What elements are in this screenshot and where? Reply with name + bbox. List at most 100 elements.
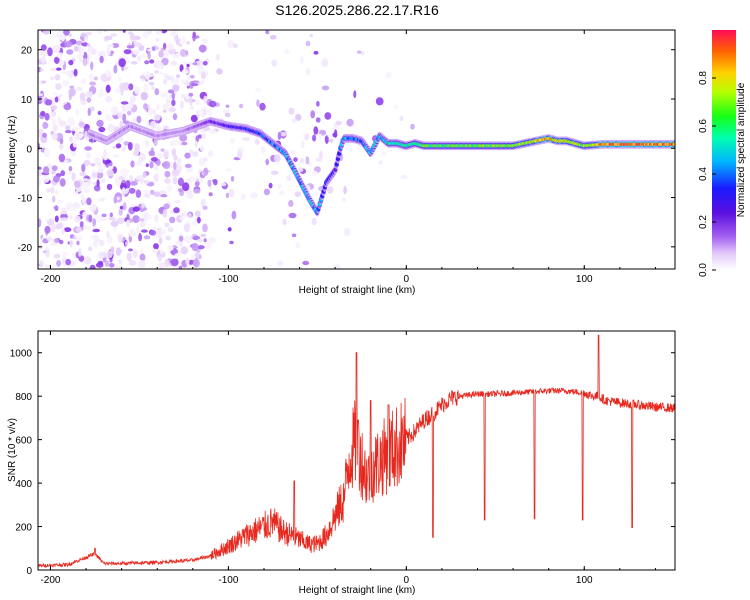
spectrogram-noise-cell xyxy=(93,76,98,81)
spectrogram-noise-cell xyxy=(118,208,123,216)
spectrogram-noise-cell xyxy=(67,171,73,175)
spectrogram-noise-cell xyxy=(326,186,334,194)
spectrogram-noise-cell xyxy=(126,45,135,49)
spectrogram-noise-cell xyxy=(137,56,141,62)
spectrogram-noise-cell xyxy=(129,95,136,103)
spectrogram-noise-cell xyxy=(184,235,192,244)
spectrogram-noise-cell xyxy=(228,188,235,198)
spectrogram-noise-cell xyxy=(154,88,160,96)
spectrogram-noise-cell xyxy=(79,92,86,101)
spectrogram-noise-cell xyxy=(59,143,64,150)
spectrogram-noise-cell xyxy=(113,64,118,74)
spectrogram-noise-cell xyxy=(90,61,94,71)
spectrogram-noise-cell xyxy=(84,130,88,140)
spectrogram-noise-cell xyxy=(41,96,45,102)
spectrogram-noise-cell xyxy=(105,69,112,78)
spectrogram-noise-cell xyxy=(80,32,86,37)
spectrogram-noise-cell xyxy=(121,179,126,184)
spectrogram-noise-cell xyxy=(200,233,207,237)
spectrogram-noise-cell xyxy=(178,43,183,48)
spectrogram-noise-cell xyxy=(188,92,194,97)
y-tick-label: 10 xyxy=(21,95,33,106)
spectrogram-noise-cell xyxy=(313,50,319,55)
spectrogram-noise-cell xyxy=(171,75,175,84)
spectrogram-noise-cell xyxy=(106,47,111,56)
spectrogram-noise-cell xyxy=(300,56,304,65)
spectrogram-noise-cell xyxy=(75,235,83,241)
spectrogram-noise-cell xyxy=(74,180,81,189)
spectrogram-noise-cell xyxy=(165,235,171,241)
spectrogram-noise-cell xyxy=(105,95,113,103)
spectrogram-noise-cell xyxy=(78,248,82,258)
spectrogram-noise-cell xyxy=(315,117,321,123)
spectrogram-noise-cell xyxy=(328,138,334,143)
spectrogram-noise-cell xyxy=(44,113,50,121)
spectrogram-noise-cell xyxy=(192,259,200,268)
spectrogram-noise-cell xyxy=(106,169,114,177)
spectrogram-noise-cell xyxy=(342,197,347,203)
spectrogram-noise-cell xyxy=(311,217,317,226)
spectrogram-noise-cell xyxy=(92,228,100,233)
spectrogram-noise-cell xyxy=(113,195,118,204)
spectrogram-noise-cell xyxy=(197,60,201,66)
spectrogram-noise-cell xyxy=(132,249,138,259)
spectrogram-noise-cell xyxy=(41,56,46,65)
spectrogram-noise-cell xyxy=(317,133,323,140)
spectrogram-noise-cell xyxy=(125,241,129,247)
spectrogram-noise-cell xyxy=(79,58,83,63)
spectrogram-noise-cell xyxy=(143,103,148,110)
spectrogram-noise-cell xyxy=(230,175,235,182)
spectrogram-noise-cell xyxy=(163,203,170,210)
spectrogram-noise-cell xyxy=(38,93,44,97)
y-tick-label: 600 xyxy=(15,436,32,447)
spectrogram-noise-cell xyxy=(69,136,73,143)
spectrogram-noise-cell xyxy=(133,35,142,41)
spectrogram-noise-cell xyxy=(82,58,88,66)
spectrogram-noise-cell xyxy=(130,181,138,186)
spectrogram-noise-cell xyxy=(109,212,114,218)
spectrogram-noise-cell xyxy=(186,63,190,68)
spectrogram-noise-cell xyxy=(144,193,151,198)
spectrogram-noise-cell xyxy=(179,134,188,142)
spectrogram-noise-cell xyxy=(122,202,127,211)
spectrogram-noise-cell xyxy=(111,154,120,158)
spectrogram-noise-cell xyxy=(402,31,408,35)
spectrogram-noise-cell xyxy=(58,93,63,97)
spectrogram-noise-cell xyxy=(52,44,61,53)
spectrogram-noise-cell xyxy=(81,163,86,173)
spectrogram-noise-cell xyxy=(162,103,169,111)
spectrogram-noise-cell xyxy=(298,167,304,173)
spectrogram-noise-cell xyxy=(153,243,159,250)
spectrogram-noise-cell xyxy=(68,87,76,97)
spectrogram-noise-cell xyxy=(178,265,183,269)
spectrogram-noise-cell xyxy=(45,250,50,258)
spectrogram-noise-cell xyxy=(361,51,365,56)
spectrogram-noise-cell xyxy=(105,84,111,94)
spectrogram-noise-cell xyxy=(38,170,42,176)
spectrogram-noise-cell xyxy=(153,225,157,232)
y-tick-label: 20 xyxy=(21,46,33,57)
spectrogram-noise-cell xyxy=(149,59,155,64)
spectrogram-noise-cell xyxy=(171,99,176,107)
spectrogram-noise-cell xyxy=(134,86,140,95)
spectrogram-noise-cell xyxy=(40,68,44,72)
spectrogram-noise-cell xyxy=(97,110,102,116)
spectrogram-noise-cell xyxy=(94,215,103,223)
spectrogram-noise-cell xyxy=(194,140,198,148)
spectrogram-noise-cell xyxy=(78,121,86,128)
spectrogram-noise-cell xyxy=(116,217,125,225)
spectrogram-noise-cell xyxy=(175,38,180,46)
spectrogram-noise-cell xyxy=(268,182,273,189)
spectrogram-noise-cell xyxy=(162,42,167,50)
spectrogram-noise-cell xyxy=(335,120,342,126)
spectrogram-noise-cell xyxy=(97,168,104,174)
spectrogram-noise-cell xyxy=(269,35,277,40)
spectrogram-noise-cell xyxy=(225,168,232,172)
spectrogram-noise-cell xyxy=(66,49,74,55)
spectrogram-noise-cell xyxy=(59,211,68,215)
spectrogram-noise-cell xyxy=(172,113,178,121)
spectrogram-noise-cell xyxy=(132,215,140,224)
spectrogram-noise-cell xyxy=(166,98,171,104)
spectrogram-noise-cell xyxy=(333,263,341,269)
spectrogram-noise-cell xyxy=(150,157,158,162)
